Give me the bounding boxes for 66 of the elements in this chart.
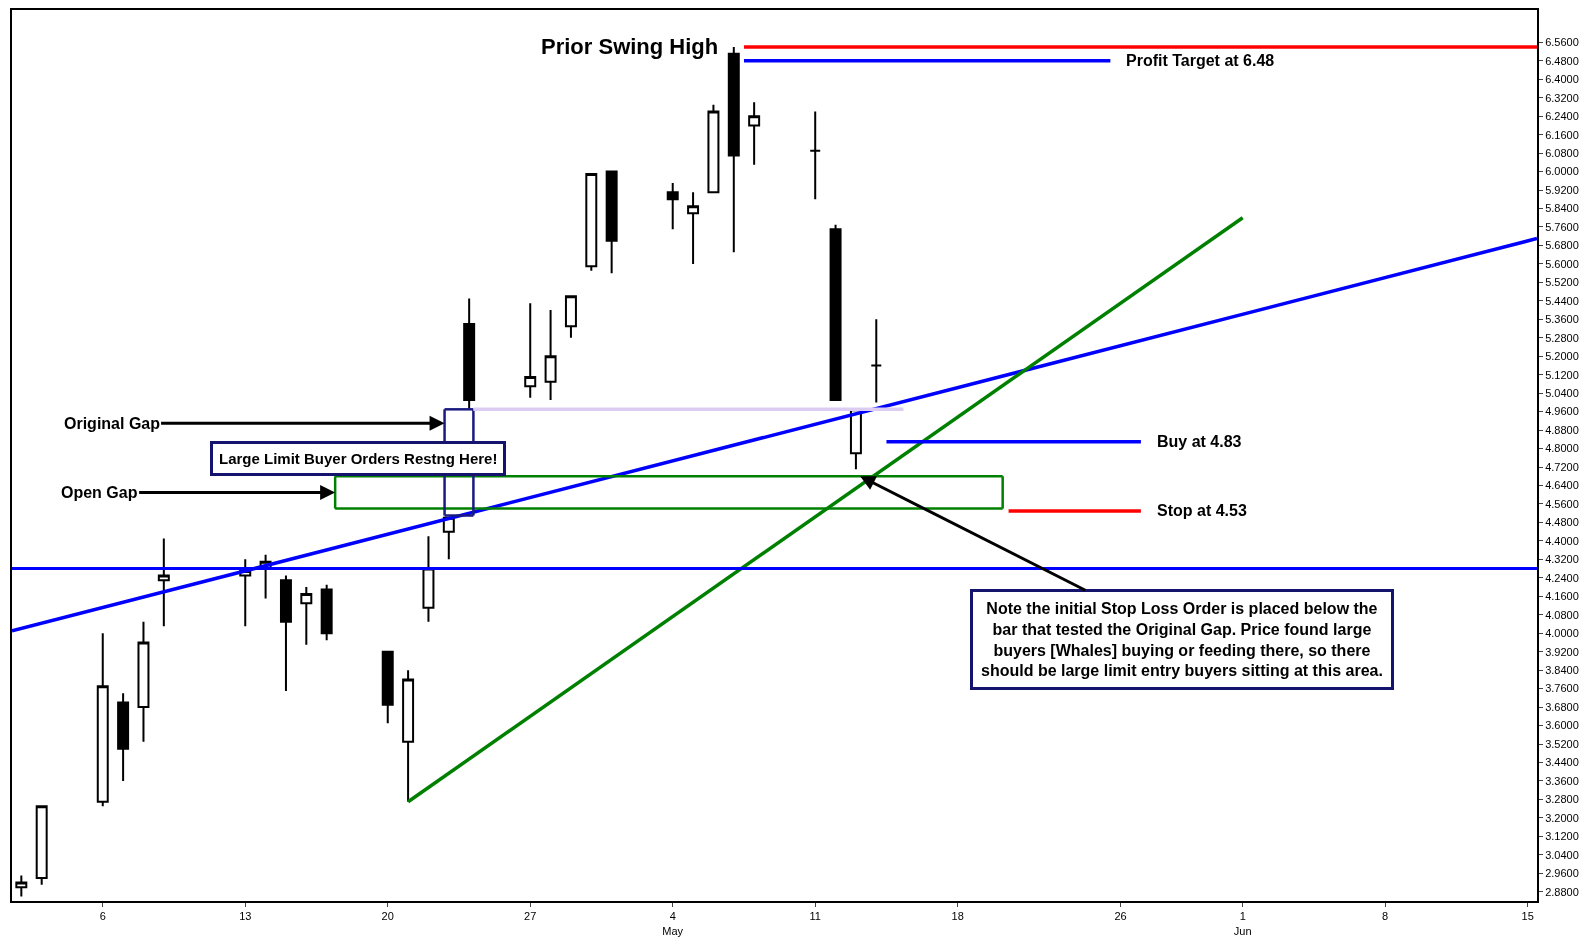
y-tick-label: 4.4000: [1545, 534, 1579, 547]
y-tick-label: 2.8800: [1545, 885, 1579, 898]
y-tick-label: 4.1600: [1545, 590, 1579, 603]
y-tick-label: 5.9200: [1545, 183, 1579, 196]
y-tick-label: 6.0000: [1545, 165, 1579, 178]
y-tick-label: 6.1600: [1545, 128, 1579, 141]
y-tick-label: 5.1200: [1545, 368, 1579, 381]
y-tick-label: 4.6400: [1545, 479, 1579, 492]
y-tick-label: 6.4000: [1545, 73, 1579, 86]
y-tick-label: 4.0000: [1545, 627, 1579, 640]
y-tick-label: 3.2000: [1545, 811, 1579, 824]
y-tick-label: 4.9600: [1545, 405, 1579, 418]
y-tick-label: 4.0800: [1545, 608, 1579, 621]
x-tick-label: 8: [1382, 910, 1389, 923]
y-tick-label: 6.0800: [1545, 146, 1579, 159]
x-tick-label: 13: [239, 910, 252, 923]
y-tick-label: 4.8000: [1545, 442, 1579, 455]
series-label: Stop at 4.53: [1157, 502, 1247, 519]
y-tick-label: 4.7200: [1545, 460, 1579, 473]
y-tick-label: 4.5600: [1545, 497, 1579, 510]
y-tick-label: 3.7600: [1545, 682, 1579, 695]
y-tick-label: 3.1200: [1545, 830, 1579, 843]
x-tick-label: 11: [809, 910, 821, 923]
y-tick-label: 3.6000: [1545, 719, 1579, 732]
x-tick-label: 1 Jun: [1233, 910, 1252, 937]
annotation: Open Gap: [61, 484, 138, 501]
x-tick-label: 15: [1521, 910, 1534, 923]
x-tick-label: 20: [381, 910, 394, 923]
y-tick-label: 5.3600: [1545, 313, 1579, 326]
y-tick-label: 5.8400: [1545, 202, 1579, 215]
y-tick-label: 5.2800: [1545, 331, 1579, 344]
y-tick-label: 2.9600: [1545, 867, 1579, 880]
x-tick-label: 4 May: [662, 910, 684, 937]
x-tick-label: 27: [524, 910, 537, 923]
y-tick-label: 6.3200: [1545, 91, 1579, 104]
annotation: Note the initial Stop Loss Order is placed below the bar that tested the Original Gap. Price found large buyers [Whales] buying or feeding there, so there should be large limit entry buyers sitting at this area.: [981, 600, 1383, 680]
y-tick-label: 5.6000: [1545, 257, 1579, 270]
y-tick-label: 4.3200: [1545, 553, 1579, 566]
y-tick-label: 6.5600: [1545, 36, 1579, 49]
y-tick-label: 3.6800: [1545, 700, 1579, 713]
y-tick-label: 6.2400: [1545, 110, 1579, 123]
y-tick-label: 4.8800: [1545, 423, 1579, 436]
y-tick-label: 6.4800: [1545, 54, 1579, 67]
y-tick-label: 5.7600: [1545, 220, 1579, 233]
x-tick-label: 6: [99, 910, 106, 923]
annotation: Large Limit Buyer Orders Restng Here!: [219, 450, 498, 467]
y-tick-label: 3.3600: [1545, 774, 1579, 787]
y-tick-label: 3.5200: [1545, 737, 1579, 750]
y-tick-label: 3.0400: [1545, 848, 1579, 861]
series-label: Buy at 4.83: [1157, 433, 1242, 450]
x-tick-label: 26: [1114, 910, 1127, 923]
y-tick-label: 3.9200: [1545, 645, 1579, 658]
y-tick-label: 4.4800: [1545, 516, 1579, 529]
y-tick-label: 5.4400: [1545, 294, 1579, 307]
y-tick-label: 5.2000: [1545, 350, 1579, 363]
y-tick-label: 3.4400: [1545, 756, 1579, 769]
y-tick-label: 3.2800: [1545, 793, 1579, 806]
y-tick-label: 5.0400: [1545, 387, 1579, 400]
series-label: Profit Target at 6.48: [1126, 52, 1275, 69]
y-tick-label: 3.8400: [1545, 664, 1579, 677]
annotation: Prior Swing High: [541, 34, 719, 59]
y-tick-label: 4.2400: [1545, 571, 1579, 584]
y-tick-label: 5.5200: [1545, 276, 1579, 289]
x-tick-label: 18: [951, 910, 964, 923]
annotation: Original Gap: [64, 415, 161, 432]
y-tick-label: 5.6800: [1545, 239, 1579, 252]
